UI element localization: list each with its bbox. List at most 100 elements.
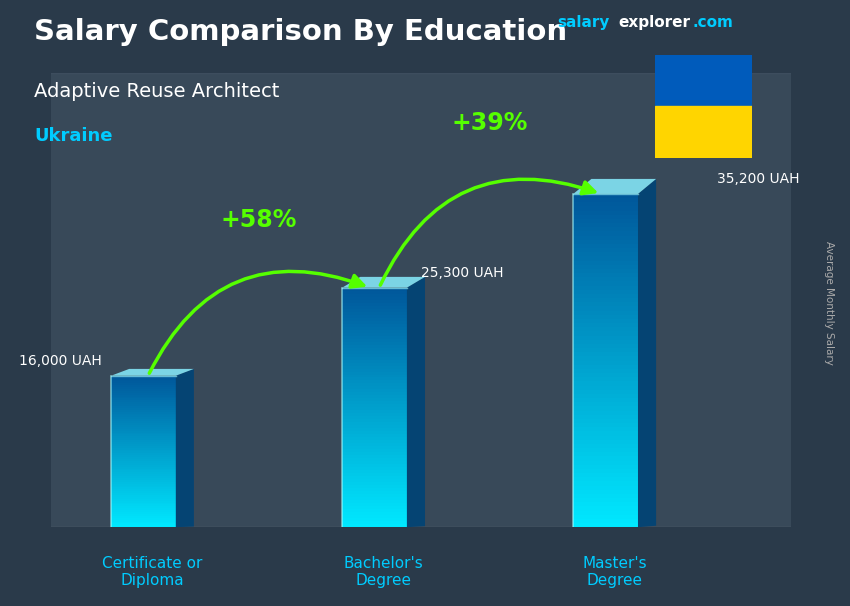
Bar [573, 315, 638, 319]
Bar [343, 294, 407, 297]
Bar [343, 342, 407, 345]
Bar [343, 350, 407, 353]
Bar [111, 419, 176, 421]
Bar [111, 508, 176, 510]
Bar [573, 427, 638, 431]
Bar [111, 389, 176, 391]
Bar [343, 348, 407, 350]
Text: 25,300 UAH: 25,300 UAH [421, 266, 503, 280]
Bar [111, 485, 176, 487]
Bar [343, 324, 407, 327]
Bar [111, 387, 176, 389]
Bar [573, 236, 638, 240]
Bar [343, 353, 407, 356]
Bar [111, 522, 176, 524]
Bar [573, 485, 638, 490]
Text: Salary Comparison By Education: Salary Comparison By Education [34, 18, 567, 46]
Bar [111, 507, 176, 508]
Polygon shape [176, 369, 194, 527]
Bar [343, 339, 407, 342]
Bar [111, 408, 176, 410]
Bar [111, 423, 176, 425]
Bar [111, 425, 176, 427]
Bar [111, 421, 176, 423]
Bar [343, 381, 407, 384]
Bar [573, 431, 638, 436]
Bar [111, 519, 176, 522]
Text: salary: salary [557, 15, 609, 30]
Bar [573, 456, 638, 461]
Bar [343, 441, 407, 444]
Bar [573, 231, 638, 236]
Bar [573, 202, 638, 207]
Bar [654, 55, 752, 106]
Text: +58%: +58% [221, 208, 298, 232]
Bar [343, 384, 407, 387]
Bar [343, 518, 407, 521]
Bar [111, 468, 176, 470]
Bar [573, 336, 638, 340]
Bar [654, 106, 752, 158]
Bar [111, 398, 176, 401]
Text: Ukraine: Ukraine [34, 127, 112, 145]
Bar [343, 375, 407, 378]
Bar [343, 365, 407, 368]
Bar [573, 198, 638, 202]
Bar [111, 428, 176, 431]
Bar [343, 291, 407, 294]
Bar [573, 365, 638, 369]
Bar [111, 512, 176, 514]
Bar [111, 446, 176, 448]
Bar [573, 381, 638, 385]
Bar [111, 378, 176, 379]
Bar [343, 422, 407, 425]
Bar [111, 459, 176, 461]
Bar [573, 248, 638, 252]
Bar [111, 457, 176, 459]
Bar [111, 514, 176, 516]
Bar [343, 396, 407, 399]
Bar [573, 498, 638, 502]
Bar [573, 302, 638, 307]
Bar [343, 390, 407, 393]
Bar [573, 294, 638, 298]
Bar [343, 399, 407, 401]
Bar [343, 452, 407, 455]
Bar [343, 321, 407, 324]
Bar [343, 450, 407, 452]
Bar [573, 461, 638, 465]
Bar [343, 425, 407, 428]
Bar [111, 448, 176, 450]
Bar [343, 297, 407, 299]
Bar [573, 194, 638, 198]
Bar [111, 502, 176, 504]
Bar [343, 387, 407, 390]
Polygon shape [573, 179, 656, 194]
Bar [343, 467, 407, 470]
Bar [111, 404, 176, 406]
Text: Average Monthly Salary: Average Monthly Salary [824, 241, 834, 365]
Bar [111, 493, 176, 495]
Bar [111, 497, 176, 499]
Bar [343, 491, 407, 494]
Bar [573, 285, 638, 290]
Bar [111, 499, 176, 501]
Bar [343, 378, 407, 381]
Bar [343, 479, 407, 482]
Bar [573, 307, 638, 311]
Bar [111, 450, 176, 451]
Bar [343, 488, 407, 491]
Bar [343, 503, 407, 506]
Bar [343, 512, 407, 515]
Bar [111, 413, 176, 416]
Bar [573, 477, 638, 481]
Bar [111, 411, 176, 413]
Bar [573, 281, 638, 285]
Bar [111, 525, 176, 527]
Bar [573, 240, 638, 244]
Bar [111, 489, 176, 491]
Bar [111, 381, 176, 384]
Bar [111, 470, 176, 472]
Bar [111, 418, 176, 419]
Bar [343, 494, 407, 498]
